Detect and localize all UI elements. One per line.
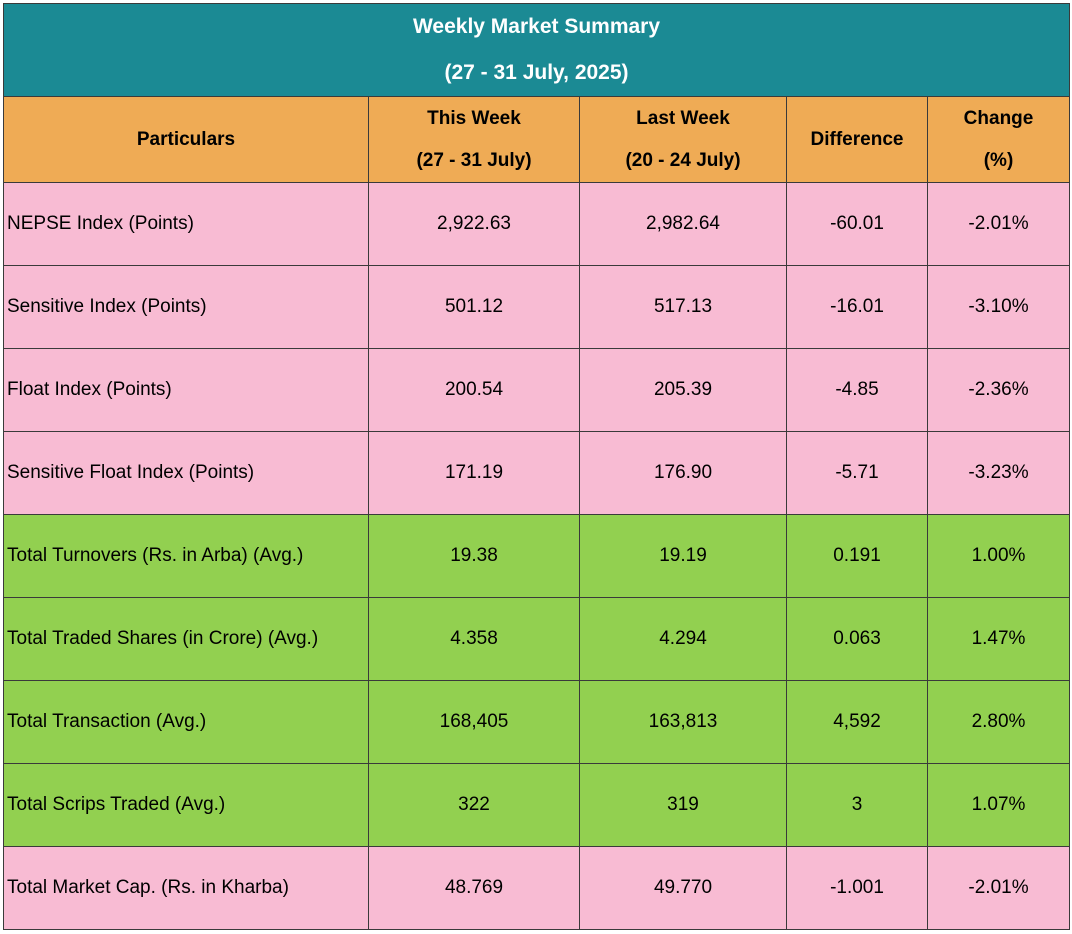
this-week-value: 322 bbox=[368, 763, 580, 847]
row-label: Total Transaction (Avg.) bbox=[3, 680, 369, 764]
change-value: -3.23% bbox=[926, 431, 1071, 515]
change-value: 1.00% bbox=[926, 514, 1071, 598]
table-title: Weekly Market Summary (27 - 31 July, 202… bbox=[2, 3, 1071, 97]
difference-value: -5.71 bbox=[786, 431, 928, 515]
header-this-week-label: This Week bbox=[427, 107, 521, 129]
market-summary-container: Weekly Market Summary (27 - 31 July, 202… bbox=[2, 3, 1071, 930]
difference-value: -1.001 bbox=[786, 846, 928, 930]
row-label: Total Turnovers (Rs. in Arba) (Avg.) bbox=[3, 514, 369, 598]
last-week-value: 319 bbox=[579, 763, 787, 847]
difference-value: -60.01 bbox=[786, 182, 928, 266]
table-row: Total Traded Shares (in Crore) (Avg.) 4.3… bbox=[3, 597, 1071, 681]
title-line-2: (27 - 31 July, 2025) bbox=[444, 61, 629, 84]
header-this-week: This Week (27 - 31 July) bbox=[368, 96, 580, 183]
difference-value: 0.191 bbox=[786, 514, 928, 598]
header-particulars-label: Particulars bbox=[136, 128, 236, 150]
this-week-value: 2,922.63 bbox=[368, 182, 580, 266]
header-last-week-range: (20 - 24 July) bbox=[625, 149, 741, 171]
table-row: NEPSE Index (Points) 2,922.63 2,982.64 -60.… bbox=[3, 182, 1071, 266]
this-week-value: 501.12 bbox=[368, 265, 580, 349]
table-row: Total Transaction (Avg.) 168,405 163,813 4,… bbox=[3, 680, 1071, 764]
table-row: Sensitive Float Index (Points) 171.19 176.… bbox=[3, 431, 1071, 515]
difference-value: 0.063 bbox=[786, 597, 928, 681]
row-label: Sensitive Index (Points) bbox=[3, 265, 369, 349]
table-row: Total Turnovers (Rs. in Arba) (Avg.) 19.3… bbox=[3, 514, 1071, 598]
header-change: Change (%) bbox=[926, 96, 1071, 183]
market-summary-table: Weekly Market Summary (27 - 31 July, 202… bbox=[2, 3, 1071, 930]
this-week-value: 4.358 bbox=[368, 597, 580, 681]
header-particulars: Particulars bbox=[3, 96, 369, 183]
header-last-week-label: Last Week bbox=[636, 107, 730, 129]
change-value: -2.01% bbox=[926, 846, 1071, 930]
change-value: -2.01% bbox=[926, 182, 1071, 266]
change-value: -2.36% bbox=[926, 348, 1071, 432]
last-week-value: 19.19 bbox=[579, 514, 787, 598]
title-line-1: Weekly Market Summary bbox=[412, 15, 661, 38]
this-week-value: 19.38 bbox=[368, 514, 580, 598]
table-row: Total Market Cap. (Rs. in Kharba) 48.769 4… bbox=[3, 846, 1071, 930]
row-label: Total Traded Shares (in Crore) (Avg.) bbox=[3, 597, 369, 681]
header-row: Particulars This Week (27 - 31 July) Las… bbox=[3, 96, 1071, 183]
this-week-value: 200.54 bbox=[368, 348, 580, 432]
row-label: Float Index (Points) bbox=[3, 348, 369, 432]
header-difference-label: Difference bbox=[810, 128, 904, 150]
difference-value: 3 bbox=[786, 763, 928, 847]
last-week-value: 176.90 bbox=[579, 431, 787, 515]
last-week-value: 2,982.64 bbox=[579, 182, 787, 266]
header-difference: Difference bbox=[786, 96, 928, 183]
table-body: NEPSE Index (Points) 2,922.63 2,982.64 -60.… bbox=[3, 182, 1071, 930]
difference-value: 4,592 bbox=[786, 680, 928, 764]
row-label: Total Scrips Traded (Avg.) bbox=[3, 763, 369, 847]
table-row: Float Index (Points) 200.54 205.39 -4.85 -2.… bbox=[3, 348, 1071, 432]
row-label: Sensitive Float Index (Points) bbox=[3, 431, 369, 515]
header-last-week: Last Week (20 - 24 July) bbox=[579, 96, 787, 183]
header-change-label: Change bbox=[963, 107, 1034, 129]
this-week-value: 48.769 bbox=[368, 846, 580, 930]
row-label: Total Market Cap. (Rs. in Kharba) bbox=[3, 846, 369, 930]
header-this-week-range: (27 - 31 July) bbox=[416, 149, 532, 171]
last-week-value: 205.39 bbox=[579, 348, 787, 432]
header-change-unit: (%) bbox=[983, 149, 1014, 171]
last-week-value: 163,813 bbox=[579, 680, 787, 764]
difference-value: -4.85 bbox=[786, 348, 928, 432]
last-week-value: 49.770 bbox=[579, 846, 787, 930]
change-value: 1.47% bbox=[926, 597, 1071, 681]
table-row: Sensitive Index (Points) 501.12 517.13 -16.… bbox=[3, 265, 1071, 349]
change-value: -3.10% bbox=[926, 265, 1071, 349]
change-value: 2.80% bbox=[926, 680, 1071, 764]
this-week-value: 168,405 bbox=[368, 680, 580, 764]
last-week-value: 4.294 bbox=[579, 597, 787, 681]
last-week-value: 517.13 bbox=[579, 265, 787, 349]
difference-value: -16.01 bbox=[786, 265, 928, 349]
row-label: NEPSE Index (Points) bbox=[3, 182, 369, 266]
table-row: Total Scrips Traded (Avg.) 322 319 3 1.07% bbox=[3, 763, 1071, 847]
change-value: 1.07% bbox=[926, 763, 1071, 847]
this-week-value: 171.19 bbox=[368, 431, 580, 515]
